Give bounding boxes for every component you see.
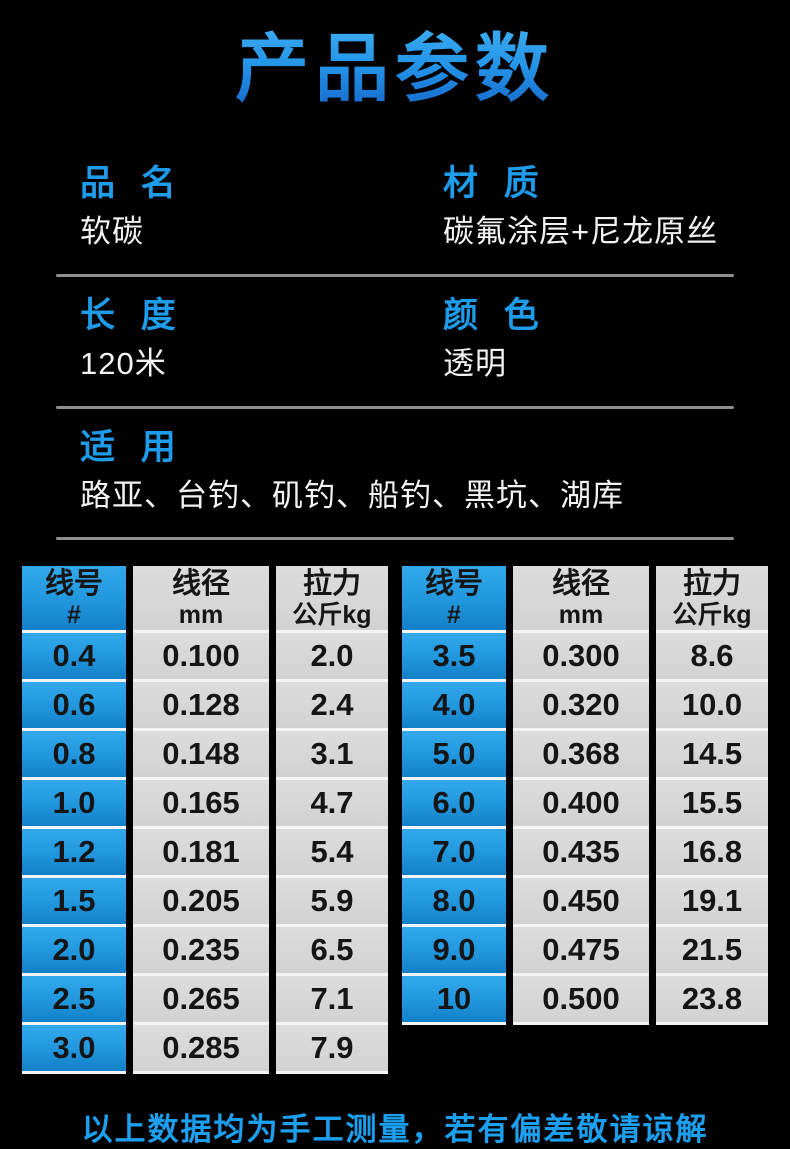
col-header-strength-zh: 拉力 <box>682 568 741 601</box>
table-cell: 0.450 <box>513 878 649 928</box>
spec-label-name: 品 名 <box>80 164 184 204</box>
col-header-strength: 拉力 公斤kg <box>276 566 388 634</box>
table-cell: 0.128 <box>133 682 269 732</box>
table-cell: 2.0 <box>22 927 126 977</box>
spec-label-length: 长 度 <box>80 295 184 335</box>
col-header-diameter-sub: mm <box>178 600 224 629</box>
table-cell: 8.6 <box>656 633 768 683</box>
spec-section: 品 名 软碳 材 质 碳氟涂层+尼龙原丝 长 度 120米 颜 色 透明 适 用… <box>0 151 790 541</box>
table-cell: 6.0 <box>402 780 506 830</box>
table-cell: 0.181 <box>133 829 269 879</box>
spec-item-usage: 适 用 路亚、台钓、矶钓、船钓、黑坑、湖库 <box>80 427 790 516</box>
table-cell: 8.0 <box>402 878 506 928</box>
spec-item-name: 品 名 软碳 <box>80 163 443 252</box>
spec-tables: 线号 # 线径 mm 拉力 公斤kg 0.4 0.100 2.0 0.6 0.128 2.… <box>0 566 790 1075</box>
col-header-line-number-zh: 线号 <box>424 568 483 601</box>
col-header-strength: 拉力 公斤kg <box>656 566 768 634</box>
col-header-diameter-zh: 线径 <box>551 568 610 601</box>
spec-item-color: 颜 色 透明 <box>443 295 790 384</box>
table-cell: 7.1 <box>276 976 388 1026</box>
table-cell: 1.0 <box>22 780 126 830</box>
table-cell: 5.4 <box>276 829 388 879</box>
spec-label-usage: 适 用 <box>80 427 184 467</box>
table-cell: 0.435 <box>513 829 649 879</box>
table-cell: 0.165 <box>133 780 269 830</box>
page-title: 产品参数 <box>0 26 790 111</box>
spec-row-1: 品 名 软碳 材 质 碳氟涂层+尼龙原丝 <box>0 151 790 268</box>
spec-value-color: 透明 <box>443 345 507 381</box>
col-header-diameter: 线径 mm <box>133 566 269 634</box>
divider <box>56 273 734 277</box>
table-cell: 9.0 <box>402 927 506 977</box>
table-cell: 3.1 <box>276 731 388 781</box>
table-cell: 16.8 <box>656 829 768 879</box>
table-cell: 0.368 <box>513 731 649 781</box>
col-header-diameter-sub: mm <box>558 600 604 629</box>
table-cell: 0.285 <box>133 1025 269 1075</box>
table-cell: 4.0 <box>402 682 506 732</box>
table-cell: 0.300 <box>513 633 649 683</box>
table-cell: 0.148 <box>133 731 269 781</box>
table-cell: 2.4 <box>276 682 388 732</box>
spec-value-name: 软碳 <box>80 214 144 250</box>
table-cell: 7.0 <box>402 829 506 879</box>
col-header-strength-sub: 公斤kg <box>672 600 752 629</box>
spec-row-2: 长 度 120米 颜 色 透明 <box>0 283 790 400</box>
table-cell: 3.5 <box>402 633 506 683</box>
table-cell: 2.0 <box>276 633 388 683</box>
table-cell: 15.5 <box>656 780 768 830</box>
table-cell: 10 <box>402 976 506 1026</box>
spec-item-material: 材 质 碳氟涂层+尼龙原丝 <box>443 163 790 252</box>
table-cell: 0.500 <box>513 976 649 1026</box>
table-cell: 7.9 <box>276 1025 388 1075</box>
table-cell: 1.5 <box>22 878 126 928</box>
table-cell: 0.400 <box>513 780 649 830</box>
spec-item-length: 长 度 120米 <box>80 295 443 384</box>
right-table: 线号 # 线径 mm 拉力 公斤kg 3.5 0.300 8.6 4.0 0.320 10… <box>402 566 768 1074</box>
spec-value-material: 碳氟涂层+尼龙原丝 <box>443 214 719 250</box>
spec-label-color: 颜 色 <box>443 295 547 335</box>
col-header-line-number-sub: # <box>447 600 461 629</box>
col-header-diameter-zh: 线径 <box>171 568 230 601</box>
table-cell: 2.5 <box>22 976 126 1026</box>
col-header-strength-zh: 拉力 <box>302 568 361 601</box>
table-cell: 21.5 <box>656 927 768 977</box>
col-header-line-number: 线号 # <box>22 566 126 634</box>
divider <box>56 537 734 541</box>
table-cell: 0.6 <box>22 682 126 732</box>
table-cell: 1.2 <box>22 829 126 879</box>
col-header-line-number-sub: # <box>67 600 81 629</box>
table-cell: 0.205 <box>133 878 269 928</box>
divider <box>56 405 734 409</box>
table-cell: 0.235 <box>133 927 269 977</box>
table-cell: 4.7 <box>276 780 388 830</box>
table-cell: 0.100 <box>133 633 269 683</box>
table-cell: 3.0 <box>22 1025 126 1075</box>
col-header-strength-sub: 公斤kg <box>292 600 372 629</box>
table-cell: 0.8 <box>22 731 126 781</box>
table-cell: 0.320 <box>513 682 649 732</box>
col-header-line-number-zh: 线号 <box>44 568 103 601</box>
left-table: 线号 # 线径 mm 拉力 公斤kg 0.4 0.100 2.0 0.6 0.128 2.… <box>22 566 388 1075</box>
spec-value-usage: 路亚、台钓、矶钓、船钓、黑坑、湖库 <box>80 477 624 513</box>
table-cell: 5.9 <box>276 878 388 928</box>
table-cell: 14.5 <box>656 731 768 781</box>
table-cell: 0.265 <box>133 976 269 1026</box>
col-header-line-number: 线号 # <box>402 566 506 634</box>
col-header-diameter: 线径 mm <box>513 566 649 634</box>
spec-label-material: 材 质 <box>443 164 547 204</box>
table-cell: 23.8 <box>656 976 768 1026</box>
spec-value-length: 120米 <box>80 345 167 381</box>
table-cell: 19.1 <box>656 878 768 928</box>
table-cell: 0.475 <box>513 927 649 977</box>
table-cell: 10.0 <box>656 682 768 732</box>
footer-note: 以上数据均为手工测量，若有偏差敬请谅解 <box>81 1112 709 1148</box>
table-cell: 0.4 <box>22 633 126 683</box>
spec-row-3: 适 用 路亚、台钓、矶钓、船钓、黑坑、湖库 <box>0 415 790 532</box>
table-cell: 5.0 <box>402 731 506 781</box>
table-cell: 6.5 <box>276 927 388 977</box>
